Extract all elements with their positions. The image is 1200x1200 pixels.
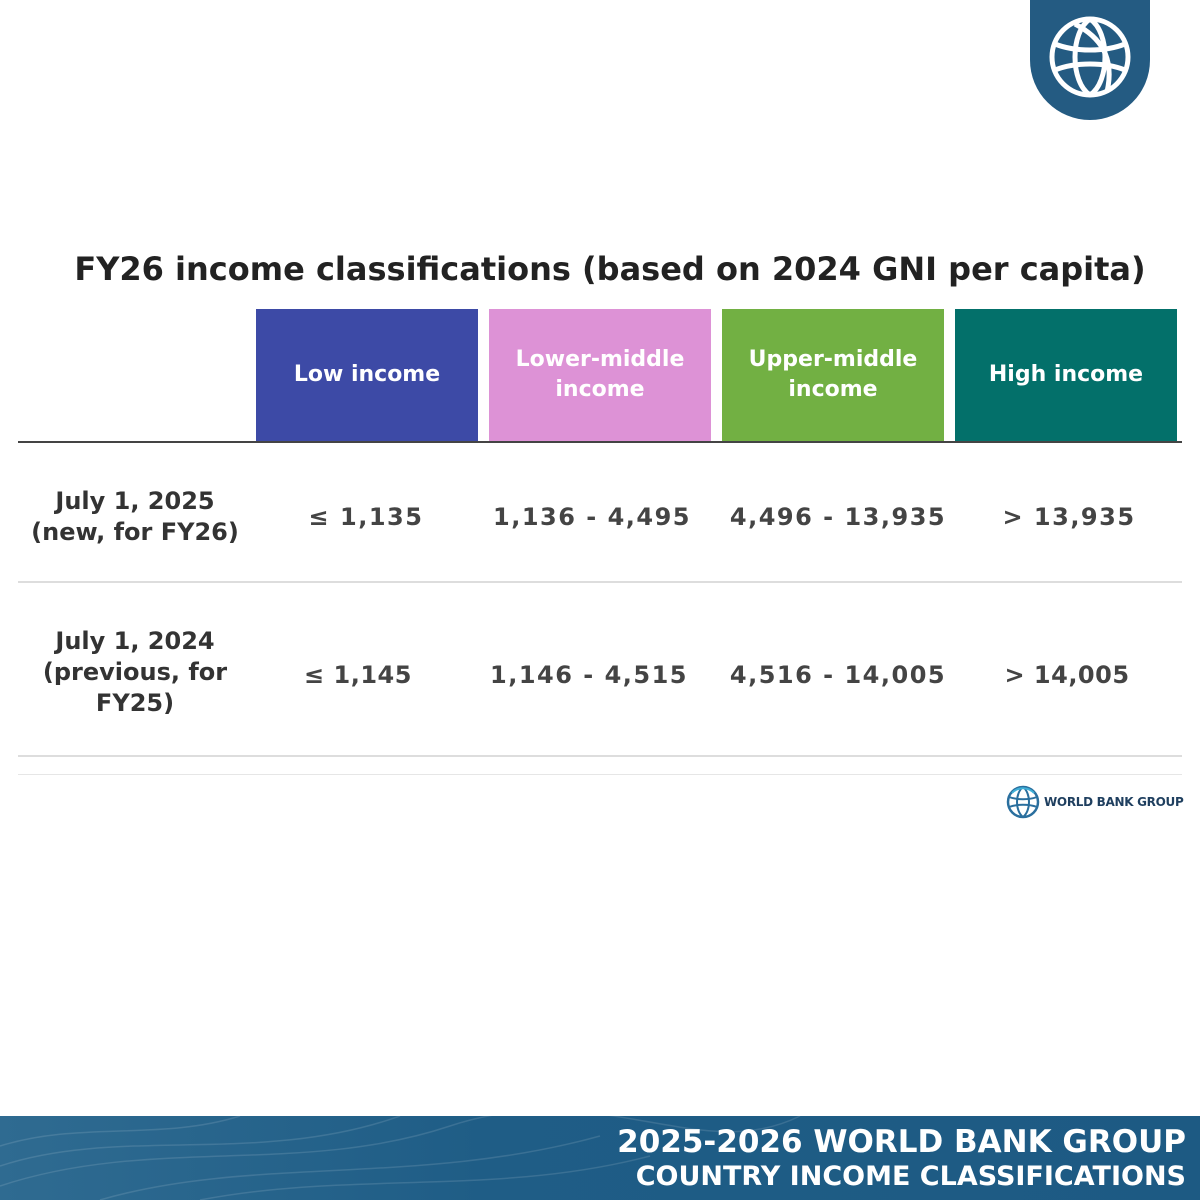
column-header-high-income: High income (955, 309, 1177, 441)
table-cell: ≤ 1,145 (304, 661, 412, 689)
table-cell: ≤ 1,135 (308, 503, 424, 531)
footer-banner: 2025-2026 WORLD BANK GROUP COUNTRY INCOM… (0, 1116, 1200, 1200)
row-divider (18, 581, 1182, 583)
header-divider (18, 441, 1182, 443)
decorative-lines (0, 1116, 801, 1200)
world-bank-logo-icon (1006, 785, 1040, 819)
globe-icon (1049, 16, 1131, 98)
world-bank-group-brand: WORLD BANK GROUP (1006, 785, 1184, 819)
row-label-2024: July 1, 2024 (previous, for FY25) (42, 627, 228, 717)
column-header-lower-middle-income: Lower-middle income (489, 309, 711, 441)
brand-text: WORLD BANK GROUP (1044, 795, 1184, 809)
table-cell: 4,496 - 13,935 (729, 503, 947, 531)
table-cell: 4,516 - 14,005 (729, 661, 947, 689)
column-header-upper-middle-income: Upper-middle income (722, 309, 944, 441)
table-cell: 1,146 - 4,515 (490, 661, 688, 689)
table-bottom-border (18, 774, 1182, 775)
table-cell: > 13,935 (1002, 503, 1136, 531)
table-cell: > 14,005 (1004, 661, 1130, 689)
column-header-low-income: Low income (256, 309, 478, 441)
page-title: FY26 income classifications (based on 20… (74, 250, 1146, 288)
footer-title-line1: 2025-2026 WORLD BANK GROUP (617, 1124, 1186, 1160)
logo-badge (1030, 0, 1150, 120)
row-divider (18, 755, 1182, 757)
row-label-2025: July 1, 2025 (new, for FY26) (31, 487, 239, 546)
footer-title-line2: COUNTRY INCOME CLASSIFICATIONS (635, 1161, 1186, 1192)
table-cell: 1,136 - 4,495 (493, 503, 691, 531)
